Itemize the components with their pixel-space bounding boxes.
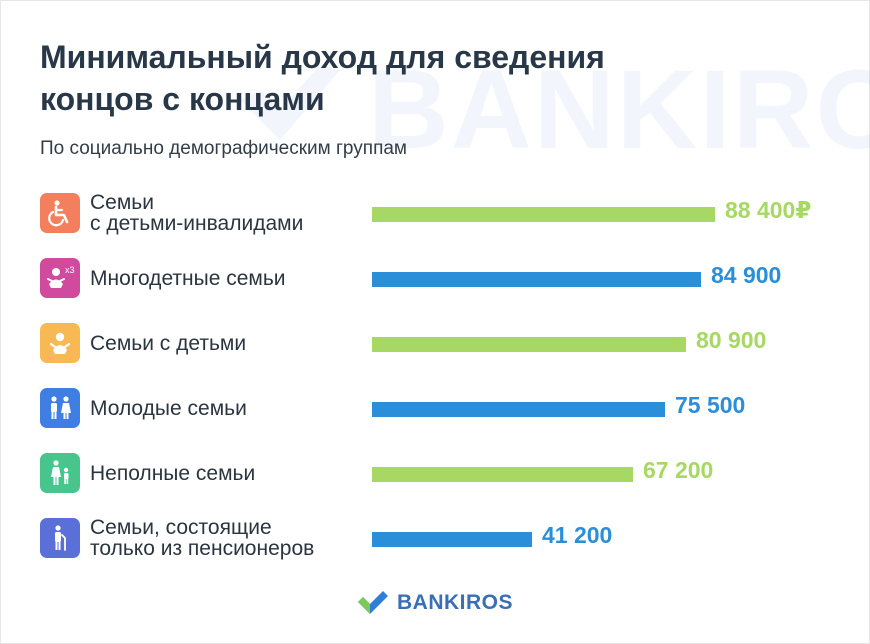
category-label: Молодые семьи xyxy=(90,396,247,420)
footer-logo: BANKIROS xyxy=(357,590,513,616)
value-label: 80 900 xyxy=(696,327,767,353)
value-label: 67 200 xyxy=(643,457,714,483)
bar xyxy=(372,337,686,352)
brand-logo-icon xyxy=(358,591,388,614)
brand-name: BANKIROS xyxy=(397,591,514,614)
watermark: BANKIROS xyxy=(230,45,870,174)
watermark-text: BANKIROS xyxy=(368,47,870,172)
bar xyxy=(372,402,665,417)
chart-row: Семьи, состоящие только из пенсионеров 41… xyxy=(40,516,840,560)
value-label: 41 200 xyxy=(542,522,613,548)
category-label: Семьи с детьми-инвалидами xyxy=(90,191,304,235)
chart-row: Семьи с детьми-инвалидами 88 400₽ xyxy=(40,191,840,235)
chart-row: Молодые семьи 75 500 xyxy=(40,386,840,430)
value-label: 75 500 xyxy=(675,392,746,418)
baby-icon xyxy=(40,323,80,363)
chart-title: Минимальный доход для сведения концов с … xyxy=(40,39,605,117)
elderly-icon xyxy=(40,518,80,558)
value-label: 88 400₽ xyxy=(725,197,812,223)
parent-child-icon xyxy=(40,453,80,493)
chart-subtitle: По социально демографическим группам xyxy=(40,138,407,159)
svg-text:x3: x3 xyxy=(65,265,75,275)
bar xyxy=(372,467,633,482)
babies-x3-icon: x3 xyxy=(40,258,80,298)
chart-row: Семьи с детьми 80 900 xyxy=(40,321,840,365)
bar xyxy=(372,532,532,547)
category-label: Семьи с детьми xyxy=(90,331,247,355)
watermark-logo-icon xyxy=(240,64,340,140)
wheelchair-icon xyxy=(40,193,80,233)
bar xyxy=(372,207,715,222)
couple-icon xyxy=(40,388,80,428)
value-label: 84 900 xyxy=(711,262,782,288)
category-label: Многодетные семьи xyxy=(90,266,286,290)
chart-row: Неполные семьи 67 200 xyxy=(40,451,840,495)
chart-row: x3 Многодетные семьи 84 900 xyxy=(40,256,840,300)
category-label: Неполные семьи xyxy=(90,461,256,485)
category-label: Семьи, состоящие только из пенсионеров xyxy=(90,516,315,560)
bar xyxy=(372,272,701,287)
